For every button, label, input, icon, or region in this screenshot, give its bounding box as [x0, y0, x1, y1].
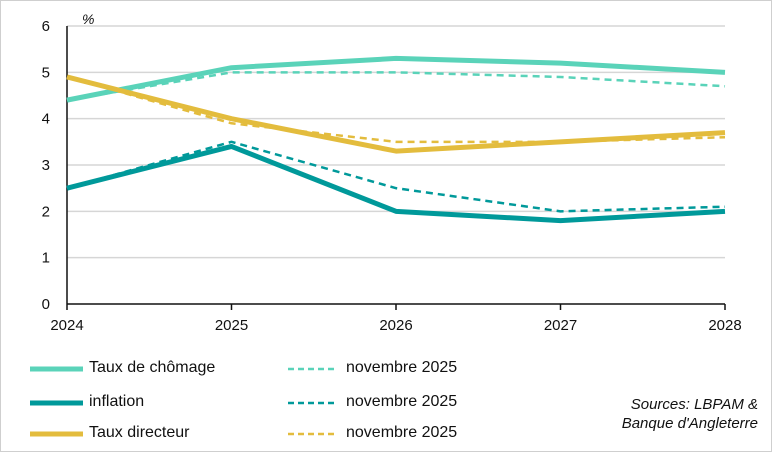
- legend-label: Taux directeur: [89, 424, 190, 441]
- legend-label: novembre 2025: [346, 424, 458, 441]
- x-tick-label: 2026: [379, 317, 412, 334]
- series-line-3: [66, 71, 726, 102]
- x-tick-label: 2024: [50, 317, 83, 334]
- x-tick-label: 2025: [215, 317, 248, 334]
- legend-label: novembre 2025: [346, 393, 458, 410]
- y-tick-label: 4: [42, 111, 50, 128]
- y-axis-label: %: [82, 11, 94, 27]
- series-line-1: [66, 143, 726, 224]
- series-line-4: [66, 140, 726, 213]
- sources-line-1: Sources: LBPAM &: [630, 396, 758, 413]
- y-tick-label: 2: [42, 203, 50, 220]
- y-tick-label: 5: [42, 64, 50, 81]
- series-line-2: [66, 74, 726, 154]
- y-tick-label: 0: [42, 296, 50, 313]
- sources-line-2: Banque d'Angleterre: [621, 415, 758, 432]
- legend-label: novembre 2025: [346, 359, 458, 376]
- legend-label: Taux de chômage: [89, 359, 216, 376]
- y-tick-label: 3: [42, 157, 50, 174]
- y-tick-label: 1: [42, 250, 50, 267]
- legend-label: inflation: [89, 393, 145, 410]
- series-line-5: [66, 75, 726, 144]
- y-tick-label: 6: [42, 18, 50, 35]
- series-line-0: [66, 55, 726, 103]
- x-tick-label: 2027: [544, 317, 577, 334]
- x-tick-label: 2028: [708, 317, 741, 334]
